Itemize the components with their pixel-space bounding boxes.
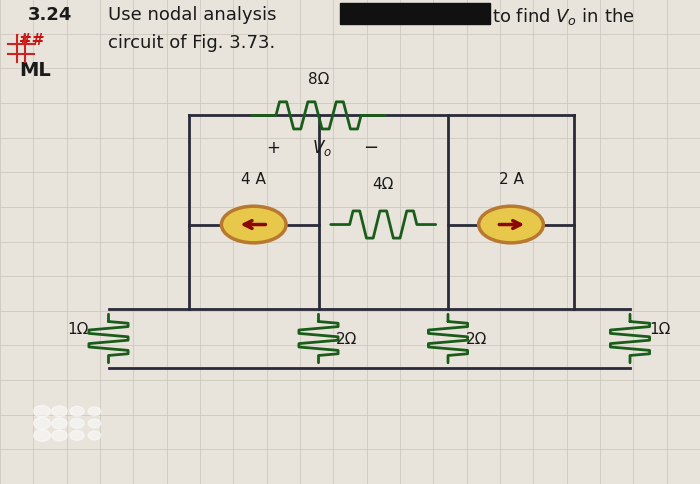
Circle shape xyxy=(88,407,101,416)
Circle shape xyxy=(52,406,67,417)
Text: circuit of Fig. 3.73.: circuit of Fig. 3.73. xyxy=(108,34,276,52)
Text: to find $V_o$ in the: to find $V_o$ in the xyxy=(492,6,635,27)
Text: 1Ω: 1Ω xyxy=(67,322,89,336)
Circle shape xyxy=(52,430,67,441)
Text: ML: ML xyxy=(19,60,50,79)
Circle shape xyxy=(52,418,67,429)
Text: 2Ω: 2Ω xyxy=(466,332,487,346)
Circle shape xyxy=(70,407,84,416)
Circle shape xyxy=(34,430,50,441)
Text: 4Ω: 4Ω xyxy=(372,176,394,191)
Text: ##: ## xyxy=(19,33,44,48)
Text: −: − xyxy=(363,138,379,157)
Circle shape xyxy=(70,431,84,440)
Circle shape xyxy=(34,406,50,417)
Circle shape xyxy=(34,418,50,429)
Ellipse shape xyxy=(221,207,286,243)
Text: +: + xyxy=(266,138,280,157)
Circle shape xyxy=(88,431,101,440)
Text: 1Ω: 1Ω xyxy=(650,322,671,336)
FancyBboxPatch shape xyxy=(340,4,490,25)
Ellipse shape xyxy=(479,207,543,243)
Text: 2Ω: 2Ω xyxy=(336,332,358,346)
Text: Use nodal analysis: Use nodal analysis xyxy=(108,6,277,24)
Circle shape xyxy=(70,419,84,428)
Circle shape xyxy=(88,419,101,428)
Text: 4 A: 4 A xyxy=(241,171,266,186)
Text: 8Ω: 8Ω xyxy=(308,72,329,87)
Text: 3.24: 3.24 xyxy=(28,6,72,24)
Text: $V_o$: $V_o$ xyxy=(312,137,332,158)
Text: 2 A: 2 A xyxy=(498,171,524,186)
